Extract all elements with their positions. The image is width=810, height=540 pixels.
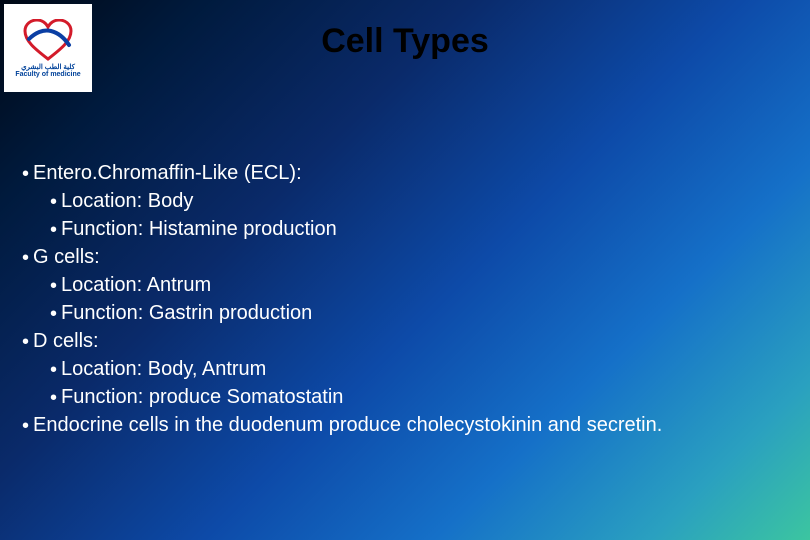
bullet-item: •Function: Histamine production [22,216,788,244]
bullet-text: Location: Body, Antrum [61,356,266,383]
bullet-dot-icon: • [50,217,57,244]
bullet-item: •Location: Body [22,188,788,216]
bullet-item: •Location: Body, Antrum [22,356,788,384]
bullet-text: G cells: [33,244,100,271]
bullet-dot-icon: • [50,385,57,412]
bullet-text: D cells: [33,328,99,355]
slide-content: •Entero.Chromaffin-Like (ECL):•Location:… [22,160,788,440]
bullet-dot-icon: • [22,329,29,356]
bullet-dot-icon: • [50,301,57,328]
bullet-item: •Function: produce Somatostatin [22,384,788,412]
bullet-dot-icon: • [50,189,57,216]
bullet-item: •Location: Antrum [22,272,788,300]
bullet-text: Function: Histamine production [61,216,337,243]
bullet-item: •Endocrine cells in the duodenum produce… [22,412,788,440]
bullet-text: Location: Body [61,188,193,215]
bullet-dot-icon: • [22,161,29,188]
logo-text-arabic: كلية الطب البشري [21,63,75,71]
slide-title: Cell Types [0,22,810,61]
bullet-dot-icon: • [22,413,29,440]
bullet-text: Function: Gastrin production [61,300,312,327]
bullet-text: Location: Antrum [61,272,211,299]
bullet-text: Endocrine cells in the duodenum produce … [33,412,662,439]
bullet-dot-icon: • [22,245,29,272]
bullet-item: •D cells: [22,328,788,356]
bullet-text: Function: produce Somatostatin [61,384,343,411]
bullet-item: •G cells: [22,244,788,272]
bullet-dot-icon: • [50,273,57,300]
bullet-text: Entero.Chromaffin-Like (ECL): [33,160,302,187]
bullet-item: •Function: Gastrin production [22,300,788,328]
bullet-dot-icon: • [50,357,57,384]
logo-text-english: Faculty of medicine [15,71,80,78]
bullet-item: •Entero.Chromaffin-Like (ECL): [22,160,788,188]
